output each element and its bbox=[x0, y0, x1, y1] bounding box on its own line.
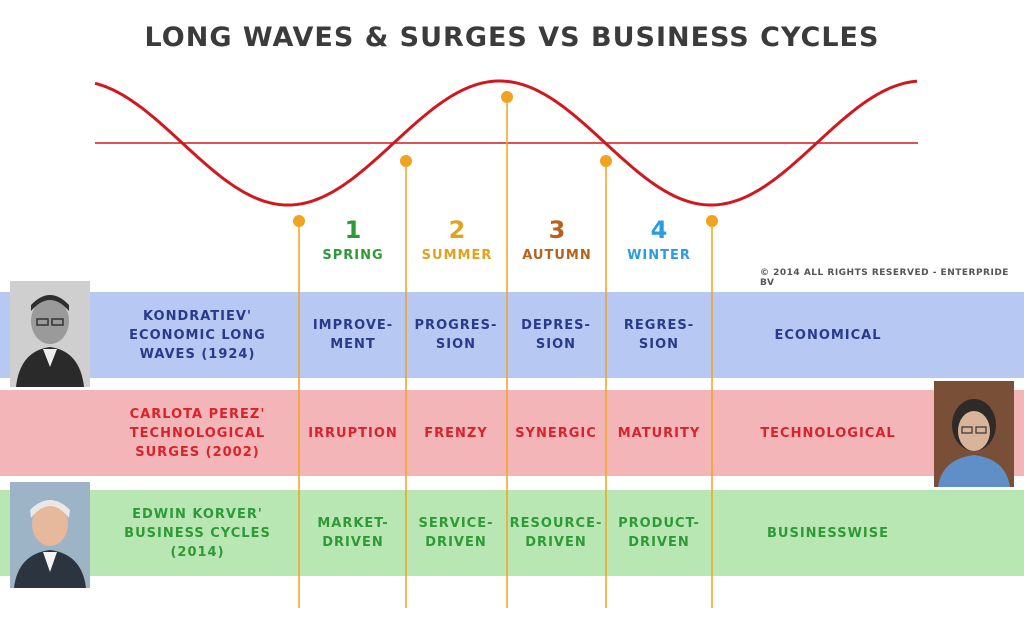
phase-name: SPRING bbox=[322, 248, 384, 263]
phase-summer: 2 SUMMER bbox=[407, 216, 507, 263]
copyright-notice: © 2014 ALL RIGHTS RESERVED - ENTERPRIDE … bbox=[760, 268, 1009, 288]
kondratiev-band bbox=[0, 292, 1024, 378]
phase-number: 3 bbox=[548, 216, 566, 244]
phase-number: 4 bbox=[650, 216, 668, 244]
korver-band bbox=[0, 490, 1024, 576]
row-label-kondratiev: KONDRATIEV' ECONOMIC LONG WAVES (1924) bbox=[129, 308, 266, 362]
phase-winter: 4 WINTER bbox=[609, 216, 709, 263]
cell-improvement: IMPROVE- MENT bbox=[312, 318, 394, 352]
marker-dot-1 bbox=[293, 215, 305, 227]
page-title: LONG WAVES & SURGES VS BUSINESS CYCLES bbox=[144, 22, 880, 53]
phase-autumn: 3 AUTUMN bbox=[507, 216, 607, 263]
summary-businesswise: BUSINESSWISE bbox=[767, 525, 889, 541]
phase-name: SUMMER bbox=[421, 248, 493, 263]
summary-technological: TECHNOLOGICAL bbox=[760, 425, 896, 441]
cell-service-driven: SERVICE- DRIVEN bbox=[418, 516, 494, 550]
marker-lines bbox=[298, 97, 713, 608]
phase-name: WINTER bbox=[627, 248, 691, 263]
korver-photo bbox=[10, 482, 90, 588]
phase-number: 2 bbox=[448, 216, 466, 244]
marker-dot-2 bbox=[400, 155, 412, 167]
marker-dot-3 bbox=[501, 91, 513, 103]
row-label-korver: EDWIN KORVER' BUSINESS CYCLES (2014) bbox=[124, 506, 271, 560]
marker-dots bbox=[293, 91, 718, 227]
phase-name: AUTUMN bbox=[522, 248, 592, 263]
perez-band bbox=[0, 390, 1024, 476]
kondratiev-photo bbox=[10, 281, 90, 387]
marker-dot-5 bbox=[706, 215, 718, 227]
summary-economical: ECONOMICAL bbox=[774, 327, 882, 343]
cell-depression: DEPRES- SION bbox=[521, 318, 591, 352]
cell-irruption: IRRUPTION bbox=[308, 425, 398, 441]
cell-frenzy: FRENZY bbox=[424, 425, 488, 441]
cell-market-driven: MARKET- DRIVEN bbox=[317, 516, 389, 550]
cell-regression: REGRES- SION bbox=[623, 318, 695, 352]
perez-photo bbox=[934, 381, 1014, 487]
phase-number: 1 bbox=[344, 216, 362, 244]
cell-synergic: SYNERGIC bbox=[515, 425, 597, 441]
row-label-perez: CARLOTA PEREZ' TECHNOLOGICAL SURGES (200… bbox=[129, 406, 266, 460]
cell-resource-driven: RESOURCE- DRIVEN bbox=[509, 516, 603, 550]
cell-progression: PROGRES- SION bbox=[414, 318, 498, 352]
cell-maturity: MATURITY bbox=[617, 425, 701, 441]
cell-product-driven: PRODUCT- DRIVEN bbox=[618, 516, 700, 550]
marker-dot-4 bbox=[600, 155, 612, 167]
phase-spring: 1 SPRING bbox=[303, 216, 403, 263]
sine-wave bbox=[94, 79, 918, 207]
